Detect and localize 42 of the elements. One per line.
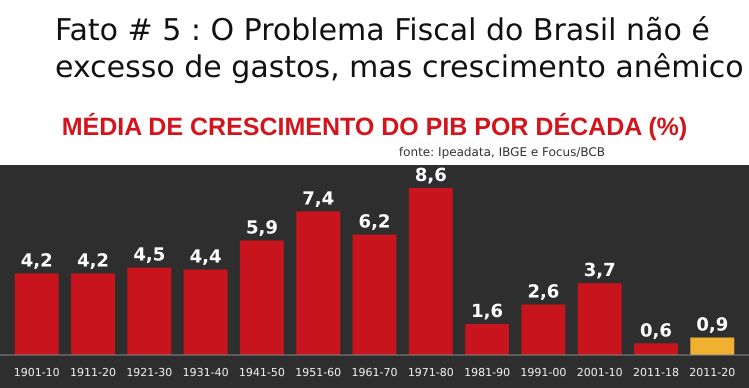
x-tick-label: 1911-20 [70,366,116,379]
data-label: 1,6 [471,300,504,322]
data-label: 0,6 [640,320,672,342]
chart-subtitle: MÉDIA DE CRESCIMENTO DO PIB POR DÉCADA (%) [62,112,688,141]
x-tick-label: 2001-10 [576,366,623,379]
bar [634,343,678,355]
bar [521,304,566,355]
bar [71,273,115,355]
x-tick-label: 1931-40 [182,366,229,379]
data-label: 4,5 [133,244,166,266]
x-tick-label: 1901-10 [14,366,60,379]
bar [578,283,622,355]
bar [127,268,172,355]
bar [465,324,510,355]
bar [690,338,734,355]
x-tick-label: 2011-20 [689,366,736,379]
data-label: 7,4 [302,188,334,210]
x-tick-label: 1961-70 [352,366,398,379]
data-label: 0,9 [696,314,728,336]
bar [14,273,59,355]
data-label: 4,2 [20,250,53,272]
x-tick-label: 1981-90 [464,366,510,379]
data-label: 5,9 [246,217,278,238]
bar [352,234,396,355]
bar [240,240,284,355]
source-note: fonte: Ipeadata, IBGE e Focus/BCB [398,145,605,159]
data-label: 4,4 [190,246,222,268]
data-label: 6,2 [358,212,390,233]
bar [184,270,228,355]
bar [408,188,453,355]
bar [296,211,340,355]
data-label: 3,7 [584,260,616,282]
data-label: 8,6 [414,165,447,186]
chart-title: Fato # 5 : O Problema Fiscal do Brasil não é excesso de gastos, mas crescimento anêmico [55,13,744,85]
x-tick-label: 2011-18 [633,366,679,379]
x-tick-label: 1971-80 [408,366,454,379]
x-tick-label: 1951-60 [295,366,342,379]
x-tick-label: 1941-50 [238,366,285,379]
x-tick-label: 1921-30 [126,366,172,379]
data-label: 2,6 [527,282,560,303]
x-tick-label: 1991-00 [520,366,566,379]
data-label: 4,2 [77,250,109,272]
